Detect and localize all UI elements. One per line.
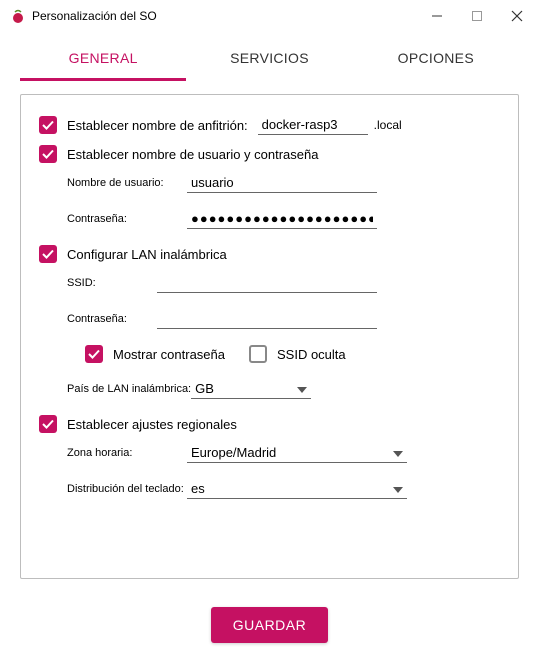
titlebar: Personalización del SO [0, 0, 539, 32]
tab-servicios[interactable]: SERVICIOS [186, 40, 352, 81]
wifi-password-input[interactable] [157, 309, 377, 329]
timezone-value[interactable] [187, 443, 407, 463]
tabs: GENERAL SERVICIOS OPCIONES [0, 40, 539, 82]
user-row: Establecer nombre de usuario y contraseñ… [39, 145, 500, 163]
hostname-input[interactable] [258, 115, 368, 135]
wifi-country-label: País de LAN inalámbrica: [67, 383, 191, 395]
keyboard-row: Distribución del teclado: [39, 479, 500, 499]
wifi-country-row: País de LAN inalámbrica: [39, 379, 500, 399]
maximize-button[interactable] [465, 4, 489, 28]
wifi-checkbox[interactable] [39, 245, 57, 263]
username-input[interactable] [187, 173, 377, 193]
locale-checkbox[interactable] [39, 415, 57, 433]
app-icon [10, 8, 26, 24]
save-button[interactable]: GUARDAR [211, 607, 329, 643]
keyboard-select[interactable] [187, 479, 407, 499]
hidden-ssid-checkbox[interactable] [249, 345, 267, 363]
username-row: Nombre de usuario: [39, 173, 500, 193]
wifi-options-row: Mostrar contraseña SSID oculta [39, 345, 500, 363]
ssid-row: SSID: [39, 273, 500, 293]
password-label: Contraseña: [67, 213, 187, 225]
hostname-checkbox[interactable] [39, 116, 57, 134]
keyboard-value[interactable] [187, 479, 407, 499]
keyboard-label: Distribución del teclado: [67, 483, 187, 495]
ssid-label: SSID: [67, 277, 157, 289]
hostname-suffix: .local [374, 118, 402, 132]
tab-opciones[interactable]: OPCIONES [353, 40, 519, 81]
password-row: Contraseña: [39, 209, 500, 229]
timezone-row: Zona horaria: [39, 443, 500, 463]
window: Personalización del SO GENERAL SERVICIOS… [0, 0, 539, 661]
hostname-label: Establecer nombre de anfitrión: [67, 118, 248, 133]
tab-general[interactable]: GENERAL [20, 40, 186, 81]
show-password-label: Mostrar contraseña [113, 347, 225, 362]
window-title: Personalización del SO [32, 9, 425, 23]
wifi-row: Configurar LAN inalámbrica [39, 245, 500, 263]
locale-row: Establecer ajustes regionales [39, 415, 500, 433]
user-checkbox[interactable] [39, 145, 57, 163]
password-input[interactable] [187, 209, 377, 229]
locale-label: Establecer ajustes regionales [67, 417, 237, 432]
hostname-row: Establecer nombre de anfitrión: .local [39, 115, 500, 135]
hidden-ssid-group: SSID oculta [249, 345, 346, 363]
wifi-country-select[interactable] [191, 379, 311, 399]
ssid-input[interactable] [157, 273, 377, 293]
footer: GUARDAR [0, 595, 539, 661]
wifi-country-value[interactable] [191, 379, 311, 399]
window-controls [425, 4, 529, 28]
wifi-label: Configurar LAN inalámbrica [67, 247, 227, 262]
close-button[interactable] [505, 4, 529, 28]
hidden-ssid-label: SSID oculta [277, 347, 346, 362]
user-label: Establecer nombre de usuario y contraseñ… [67, 147, 318, 162]
wifi-password-label: Contraseña: [67, 313, 157, 325]
timezone-label: Zona horaria: [67, 447, 187, 459]
show-password-checkbox[interactable] [85, 345, 103, 363]
wifi-password-row: Contraseña: [39, 309, 500, 329]
minimize-button[interactable] [425, 4, 449, 28]
timezone-select[interactable] [187, 443, 407, 463]
username-label: Nombre de usuario: [67, 177, 187, 189]
content: Establecer nombre de anfitrión: .local E… [0, 82, 539, 595]
settings-panel: Establecer nombre de anfitrión: .local E… [20, 94, 519, 579]
show-password-group: Mostrar contraseña [85, 345, 225, 363]
